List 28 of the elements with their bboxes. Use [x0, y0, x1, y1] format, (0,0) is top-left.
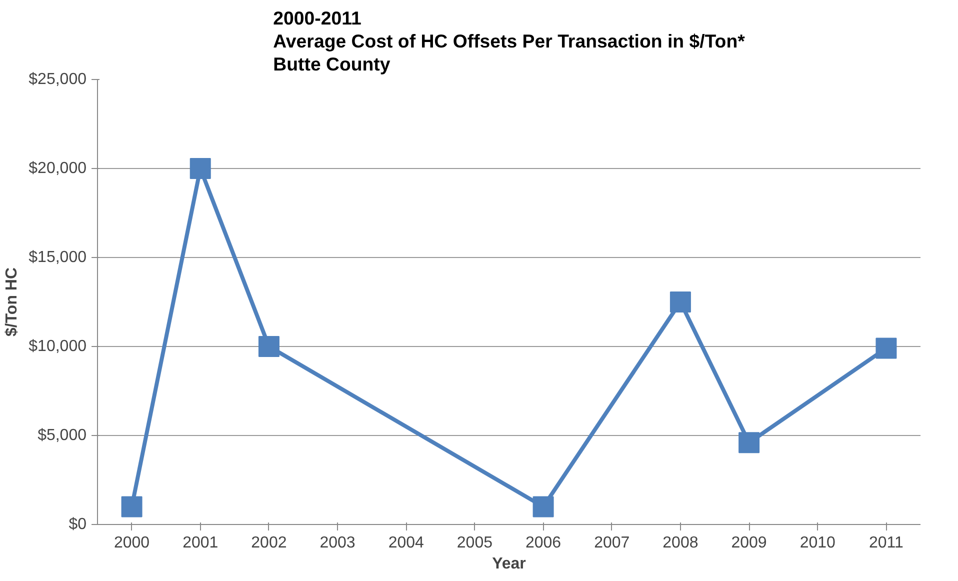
x-tick-label: 2002	[251, 534, 287, 552]
x-tick-label: 2007	[594, 534, 630, 552]
x-axis-title: Year	[492, 556, 526, 572]
point	[670, 292, 691, 312]
point	[738, 432, 760, 454]
x-tick-label: 2001	[182, 534, 218, 552]
x-tick-label: 2004	[388, 534, 424, 552]
x-tick-label: 2011	[869, 534, 904, 552]
y-tick-label: $10,000	[28, 338, 87, 355]
x-tick-label: 2000	[114, 534, 150, 552]
y-axis-title: $/Ton HC	[4, 267, 21, 337]
x-tick-label: 2008	[662, 534, 698, 552]
point	[121, 496, 142, 518]
x-tick-label: 2006	[525, 534, 562, 552]
point	[876, 338, 897, 359]
x-tick-label: 2003	[320, 534, 356, 552]
y-tick-label: $20,000	[28, 160, 87, 177]
point	[190, 158, 211, 179]
chart-title: 2000-2011 Average Cost of HC Offsets Per Transaction in $/Ton* Butte County	[273, 7, 746, 74]
point	[258, 336, 280, 357]
y-tick-label: $15,000	[28, 249, 87, 266]
x-tick-label: 2005	[456, 534, 493, 552]
y-tick-label: $25,000	[28, 71, 87, 88]
x-tick-label: 2009	[731, 534, 767, 552]
x-tick-label: 2010	[800, 534, 836, 552]
y-tick-label: $0	[68, 516, 87, 533]
point	[532, 496, 554, 518]
y-tick-label: $5,000	[38, 427, 87, 444]
